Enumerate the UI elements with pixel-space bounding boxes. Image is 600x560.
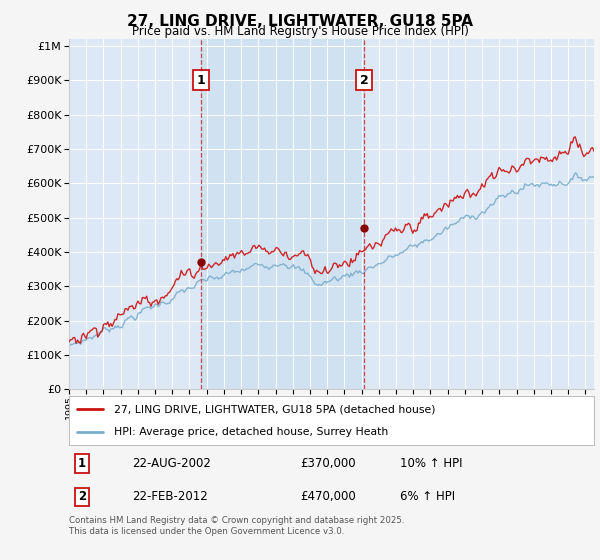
- Text: 10% ↑ HPI: 10% ↑ HPI: [400, 457, 462, 470]
- Text: 2: 2: [360, 74, 368, 87]
- Text: 27, LING DRIVE, LIGHTWATER, GU18 5PA: 27, LING DRIVE, LIGHTWATER, GU18 5PA: [127, 14, 473, 29]
- Text: £370,000: £370,000: [300, 457, 356, 470]
- Text: 22-AUG-2002: 22-AUG-2002: [132, 457, 211, 470]
- Bar: [200, 39, 364, 389]
- Text: 27, LING DRIVE, LIGHTWATER, GU18 5PA (detached house): 27, LING DRIVE, LIGHTWATER, GU18 5PA (de…: [113, 404, 435, 414]
- Text: 1: 1: [78, 457, 86, 470]
- Text: 22-FEB-2012: 22-FEB-2012: [132, 491, 208, 503]
- Text: 2: 2: [78, 491, 86, 503]
- Text: 1: 1: [196, 74, 205, 87]
- Text: 6% ↑ HPI: 6% ↑ HPI: [400, 491, 455, 503]
- Text: HPI: Average price, detached house, Surrey Heath: HPI: Average price, detached house, Surr…: [113, 427, 388, 437]
- Text: Price paid vs. HM Land Registry's House Price Index (HPI): Price paid vs. HM Land Registry's House …: [131, 25, 469, 38]
- Text: Contains HM Land Registry data © Crown copyright and database right 2025.
This d: Contains HM Land Registry data © Crown c…: [69, 516, 404, 536]
- Text: £470,000: £470,000: [300, 491, 356, 503]
